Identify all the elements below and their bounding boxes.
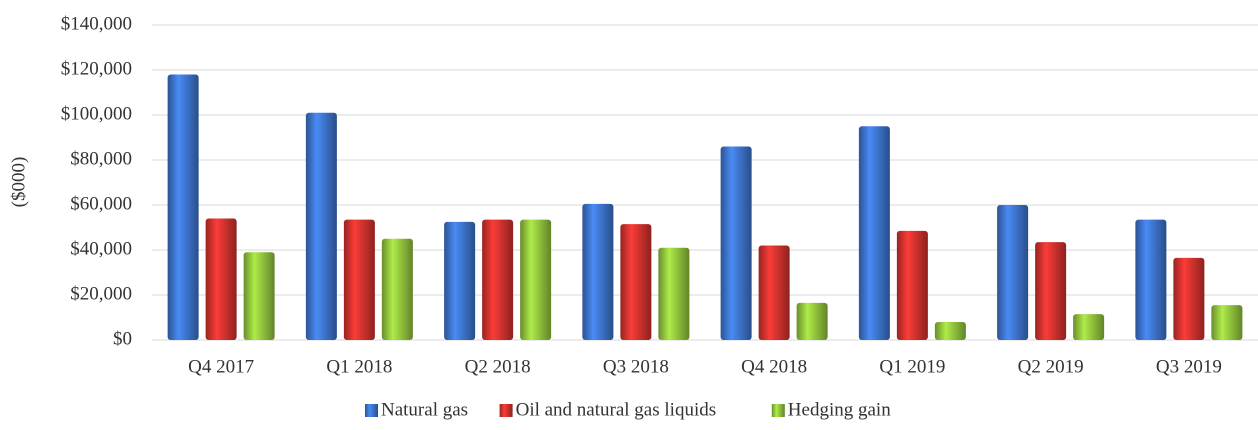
y-tick-label: $20,000 <box>70 283 132 304</box>
y-tick-label: $100,000 <box>61 103 132 124</box>
bar <box>1135 219 1167 340</box>
legend-label: Natural gas <box>381 399 468 420</box>
bar <box>520 219 552 340</box>
legend-swatch <box>771 404 785 417</box>
legend-label: Oil and natural gas liquids <box>516 399 717 420</box>
bar <box>896 230 928 340</box>
y-tick-label: $120,000 <box>61 58 132 79</box>
y-tick-label: $80,000 <box>70 148 132 169</box>
y-tick-label: $40,000 <box>70 238 132 259</box>
bar <box>858 126 890 340</box>
bar <box>482 219 514 340</box>
bar <box>620 224 652 340</box>
y-axis-label: ($000) <box>8 157 29 208</box>
bar <box>1073 314 1105 340</box>
x-tick-label: Q3 2019 <box>1156 356 1222 377</box>
x-tick-label: Q2 2018 <box>465 356 531 377</box>
bar <box>381 238 413 340</box>
bar <box>444 221 476 340</box>
y-tick-label: $60,000 <box>70 193 132 214</box>
x-tick-label: Q1 2018 <box>326 356 392 377</box>
x-tick-label: Q1 2019 <box>879 356 945 377</box>
bar <box>758 245 790 340</box>
bar <box>205 218 237 340</box>
bar <box>997 205 1029 340</box>
bar <box>720 146 752 340</box>
bar <box>305 112 337 340</box>
bar <box>1173 257 1205 340</box>
bar <box>934 322 966 340</box>
bar <box>1211 305 1243 340</box>
legend-label: Hedging gain <box>788 399 891 420</box>
bar <box>243 252 275 340</box>
bar <box>1035 242 1067 340</box>
x-tick-label: Q3 2018 <box>603 356 669 377</box>
x-tick-label: Q4 2017 <box>188 356 254 377</box>
y-tick-label: $140,000 <box>61 13 132 34</box>
legend-swatch <box>499 404 513 417</box>
bar <box>582 203 614 340</box>
x-tick-label: Q4 2018 <box>741 356 807 377</box>
bar <box>167 74 199 340</box>
legend-swatch <box>365 404 378 417</box>
bar <box>796 302 828 340</box>
x-tick-label: Q2 2019 <box>1018 356 1084 377</box>
y-tick-label: $0 <box>113 328 132 349</box>
bar <box>658 247 690 340</box>
bar <box>343 219 375 340</box>
